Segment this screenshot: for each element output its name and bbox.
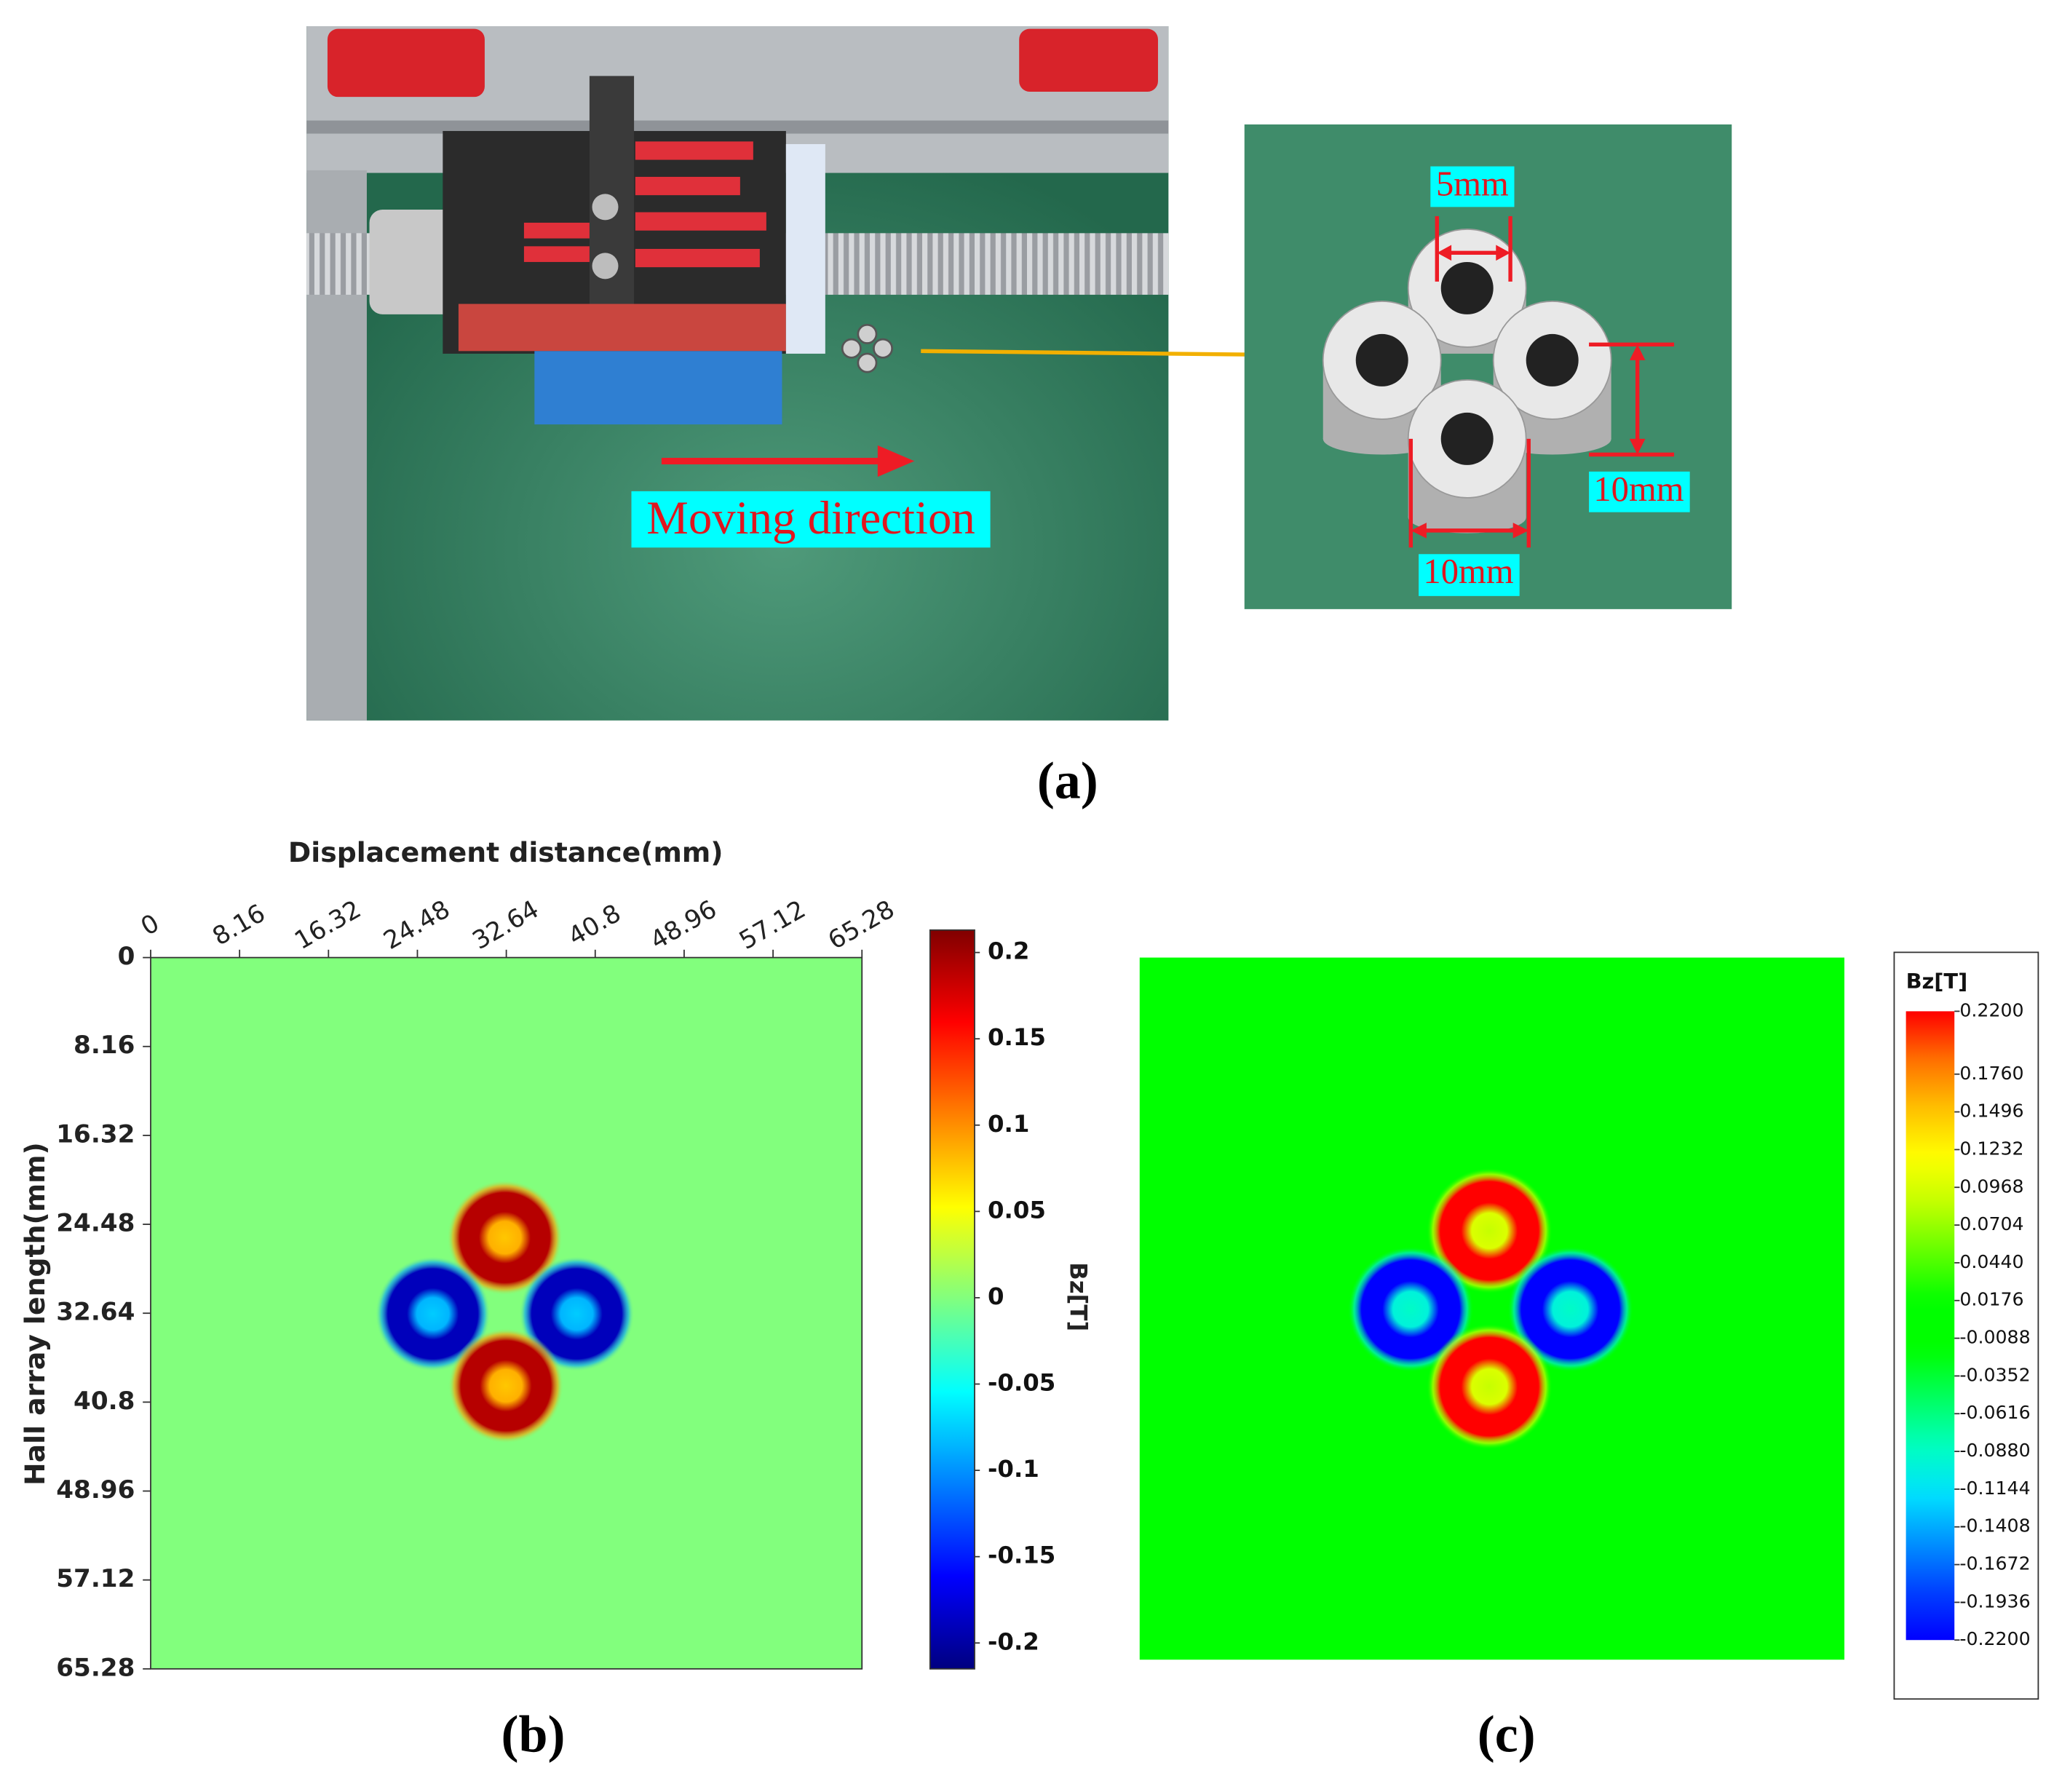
colorbar-tick-label: -0.05 [988, 1369, 1055, 1397]
colorbar-tick-label: 0.0968 [1959, 1175, 2023, 1197]
y-tick-label: 57.12 [56, 1564, 135, 1593]
heatmap-background [150, 957, 863, 1669]
colorbar-tick-label: 0.2200 [1959, 999, 2023, 1020]
colorbar-tick-label: 0.0440 [1959, 1251, 2023, 1272]
stripe [458, 304, 786, 352]
colorbar-tick-label: -0.0880 [1959, 1440, 2030, 1461]
ribbon-cable [785, 143, 825, 354]
colorbar-tick-label: -0.0352 [1959, 1364, 2030, 1385]
x-tick-label: 16.32 [290, 895, 366, 956]
colorbar-tick-label: 0.2 [988, 937, 1029, 965]
dimension-label: 10mm [1593, 469, 1684, 509]
stripe [635, 176, 740, 196]
y-tick-label: 8.16 [74, 1031, 135, 1060]
colorbar-tick-label: -0.1144 [1959, 1478, 2030, 1499]
label-background [631, 491, 991, 548]
colorbar-tick-label: 0.1 [988, 1110, 1029, 1138]
magnet-field [448, 1328, 564, 1444]
label-background [1419, 554, 1520, 596]
colorbar-tick-label: 0.1232 [1959, 1138, 2023, 1159]
screw [592, 194, 619, 221]
colorbar-tick-label: -0.0616 [1959, 1402, 2030, 1423]
x-tick-label: 24.48 [378, 895, 455, 956]
stripe [635, 248, 760, 268]
photo-magnets: 5mm 10mm 10mm [1244, 124, 1732, 609]
colorbar-tick-label: 0.0176 [1959, 1289, 2023, 1310]
y-axis-label: Hall array length(mm) [19, 1142, 51, 1486]
dimension-label: 5mm [1436, 164, 1509, 204]
colorbar-label: Bz[T] [1064, 1262, 1092, 1331]
colorbar-tick-label: -0.15 [988, 1542, 1055, 1569]
colorbar-tick-label: 0.05 [988, 1196, 1046, 1224]
label-background [1430, 166, 1515, 207]
x-tick-label: 32.64 [467, 895, 544, 956]
label-background [1589, 471, 1690, 512]
colorbar-label: Bz[T] [1906, 969, 1968, 994]
magnet [1407, 379, 1527, 534]
x-tick-label: 48.96 [646, 895, 722, 956]
coupling [369, 209, 461, 314]
colorbar-tick-label: -0.1672 [1959, 1553, 2030, 1574]
y-tick-label: 32.64 [56, 1298, 135, 1327]
colorbar-tick-label: -0.0088 [1959, 1327, 2030, 1348]
clamp [1019, 28, 1158, 92]
y-tick-label: 48.96 [56, 1475, 135, 1504]
x-tick-label: 40.8 [563, 899, 626, 952]
colorbar-tick-label: 0.1496 [1959, 1101, 2023, 1122]
y-tick-label: 0 [118, 942, 135, 971]
magnet-field [1347, 1246, 1474, 1373]
colorbar-tick-label: 0.0704 [1959, 1213, 2023, 1234]
direction-arrowhead [877, 445, 915, 477]
magnet-field [447, 1180, 563, 1296]
x-tick-label: 57.12 [734, 895, 811, 956]
colorbar-tick-label: -0.1408 [1959, 1515, 2030, 1537]
x-tick-label: 8.16 [207, 899, 270, 952]
stripe [635, 141, 753, 160]
magnet-field [1426, 1167, 1553, 1294]
stripe [523, 246, 590, 262]
colorbar-tick-label: 0.15 [988, 1023, 1046, 1051]
x-axis-label: Displacement distance(mm) [288, 836, 723, 868]
caption: (c) [1478, 1705, 1536, 1764]
colorbar-tick-label: -0.1936 [1959, 1590, 2030, 1611]
y-tick-label: 65.28 [56, 1653, 135, 1682]
y-tick-label: 16.32 [56, 1119, 135, 1149]
colorbar-tick-label: -0.1 [988, 1455, 1039, 1483]
magnet-field [519, 1256, 635, 1372]
stripe [523, 222, 590, 239]
zoom-arrow [921, 349, 1290, 357]
x-tick-label: 0 [136, 908, 164, 942]
dimension-label: 10mm [1423, 552, 1513, 591]
sensor-board [534, 351, 782, 425]
caption: (a) [1037, 751, 1098, 809]
screw [592, 253, 619, 279]
dimension-arrowheads [1411, 245, 1646, 539]
heatmap-background [1139, 957, 1845, 1660]
magnet-sample [841, 323, 893, 373]
colorbar [1906, 1011, 1955, 1641]
magnet-field [375, 1256, 491, 1372]
caption: (b) [501, 1705, 566, 1764]
y-tick-label: 40.8 [74, 1387, 135, 1416]
colorbar [929, 929, 975, 1670]
magnet-field [1507, 1246, 1633, 1373]
colorbar-tick-label: -0.2 [988, 1628, 1039, 1655]
stripe [635, 212, 766, 231]
colorbar-tick-label: -0.2200 [1959, 1628, 2030, 1649]
rail-edge [306, 120, 1169, 134]
photo-setup: Moving direction [306, 25, 1169, 721]
dimension-lines [1408, 215, 1675, 548]
x-tick-label: 65.28 [823, 895, 900, 956]
y-tick-label: 24.48 [56, 1209, 135, 1238]
moving-direction-label: Moving direction [646, 492, 975, 544]
colorbar-tick-label: 0.1760 [1959, 1063, 2023, 1084]
colorbar-tick-label: 0 [988, 1282, 1004, 1310]
clamp [327, 28, 485, 98]
magnet-field [1426, 1323, 1553, 1450]
